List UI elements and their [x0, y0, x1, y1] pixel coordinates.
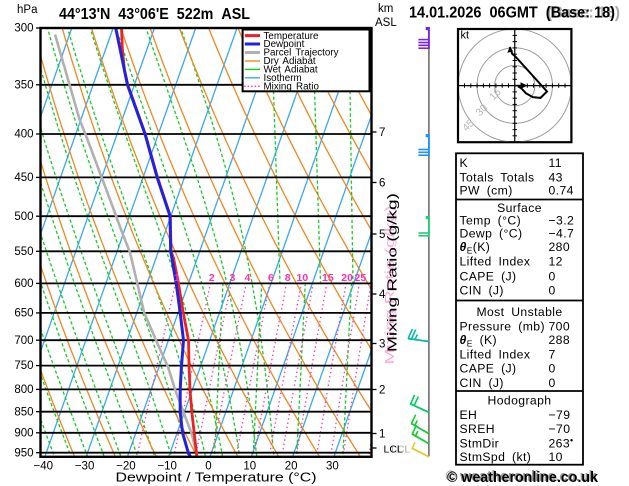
svg-text:−4.7: −4.7: [549, 227, 575, 241]
svg-text:6: 6: [379, 178, 385, 190]
svg-text:© weatheronline.co.uk: © weatheronline.co.uk: [447, 469, 599, 486]
svg-text:0: 0: [549, 284, 556, 298]
svg-text:1: 1: [379, 429, 385, 441]
svg-text:Surface: Surface: [497, 201, 542, 215]
svg-text:600: 600: [14, 278, 33, 290]
svg-text:0: 0: [549, 270, 556, 284]
svg-text:263•: 263•: [549, 436, 574, 451]
svg-text:LCL: LCL: [384, 444, 403, 456]
svg-text:CIN (J): CIN (J): [460, 284, 504, 298]
svg-text:650: 650: [14, 308, 33, 320]
svg-text:Parcel Trajectory: Parcel Trajectory: [264, 48, 339, 59]
svg-text:CAPE (J): CAPE (J): [460, 362, 517, 376]
svg-text:500: 500: [14, 211, 33, 223]
svg-text:20: 20: [285, 460, 298, 472]
svg-text:900: 900: [14, 427, 33, 439]
svg-text:750: 750: [14, 360, 33, 372]
svg-text:Dewp (°C): Dewp (°C): [460, 227, 523, 241]
svg-text:700: 700: [549, 320, 571, 334]
svg-text:30: 30: [326, 460, 339, 472]
svg-text:StmSpd (kt): StmSpd (kt): [460, 450, 532, 464]
svg-text:kt: kt: [461, 30, 470, 42]
svg-text:−79: −79: [549, 408, 571, 422]
svg-text:hPa: hPa: [17, 4, 38, 16]
svg-text:−20: −20: [116, 460, 136, 472]
svg-text:10: 10: [549, 450, 563, 464]
svg-text:K: K: [460, 156, 469, 170]
svg-text:7: 7: [549, 348, 556, 362]
svg-text:10: 10: [243, 460, 256, 472]
svg-text:7: 7: [379, 127, 385, 139]
svg-text:Dry Adiabat: Dry Adiabat: [264, 56, 316, 67]
svg-text:450: 450: [14, 172, 33, 184]
svg-text:0: 0: [549, 362, 556, 376]
svg-text:−70: −70: [549, 422, 571, 436]
svg-text:Lifted Index: Lifted Index: [460, 255, 531, 269]
svg-text:Mixing Ratio: Mixing Ratio: [264, 82, 320, 93]
svg-text:25: 25: [355, 272, 367, 284]
svg-text:LCL: LCL: [391, 444, 410, 456]
svg-text:950: 950: [14, 447, 33, 459]
svg-text:20: 20: [341, 272, 353, 284]
svg-text:Totals Totals: Totals Totals: [460, 171, 535, 185]
svg-text:12: 12: [549, 255, 563, 269]
svg-text:−40: −40: [34, 460, 54, 472]
svg-text:SREH: SREH: [460, 422, 495, 436]
svg-text:10: 10: [297, 272, 309, 284]
svg-text:km: km: [378, 3, 393, 15]
svg-text:CAPE (J): CAPE (J): [460, 270, 517, 284]
svg-text:4: 4: [244, 272, 250, 284]
svg-text:14.01.2026 06GMT (Base: 18): 14.01.2026 06GMT (Base: 18): [409, 5, 615, 22]
svg-text:EH: EH: [460, 408, 478, 422]
svg-text:6: 6: [268, 272, 274, 284]
svg-text:280: 280: [549, 240, 571, 254]
svg-text:(Base: 18): (Base: 18): [547, 5, 620, 22]
svg-text:5: 5: [379, 229, 385, 241]
svg-text:Dewpoint: Dewpoint: [264, 39, 305, 50]
svg-text:CIN (J): CIN (J): [460, 376, 504, 390]
svg-text:Wet Adiabat: Wet Adiabat: [264, 65, 318, 76]
svg-text:350: 350: [14, 79, 33, 91]
svg-text:3: 3: [229, 272, 235, 284]
svg-text:Mixing Ratio (g/kg): Mixing Ratio (g/kg): [385, 193, 400, 352]
svg-text:PW (cm): PW (cm): [460, 184, 513, 198]
svg-text:2: 2: [209, 272, 215, 284]
svg-text:800: 800: [14, 384, 33, 396]
svg-text:3: 3: [379, 339, 385, 351]
svg-text:700: 700: [14, 335, 33, 347]
svg-text:0: 0: [205, 460, 211, 472]
svg-text:Hodograph: Hodograph: [488, 394, 552, 408]
svg-text:850: 850: [14, 406, 33, 418]
svg-text:2: 2: [379, 385, 385, 397]
svg-text:0: 0: [549, 376, 556, 390]
svg-text:43: 43: [549, 171, 563, 185]
svg-text:−10: −10: [157, 460, 177, 472]
svg-text:Isotherm: Isotherm: [264, 73, 302, 84]
svg-text:© weatheronline.co.uk: © weatheronline.co.uk: [446, 468, 598, 485]
svg-text:θE(K): θE(K): [460, 240, 491, 256]
svg-text:−3.2: −3.2: [549, 214, 575, 228]
svg-text:1: 1: [174, 272, 180, 284]
svg-text:0.74: 0.74: [549, 184, 574, 198]
svg-text:θE (K): θE (K): [460, 333, 498, 349]
svg-text:ASL: ASL: [375, 17, 397, 29]
svg-text:300: 300: [14, 23, 33, 35]
svg-text:4: 4: [379, 289, 386, 301]
svg-text:Temp (°C): Temp (°C): [460, 214, 522, 228]
svg-text:StmDir: StmDir: [460, 437, 500, 451]
svg-text:15: 15: [322, 272, 334, 284]
svg-text:550: 550: [14, 246, 33, 258]
svg-text:8: 8: [285, 272, 291, 284]
svg-text:−30: −30: [75, 460, 95, 472]
svg-text:11: 11: [549, 156, 562, 170]
svg-text:Dewpoint / Temperature (°C): Dewpoint / Temperature (°C): [116, 470, 317, 484]
svg-text:44°13'N 43°06'E 522m ASL: 44°13'N 43°06'E 522m ASL: [59, 6, 250, 23]
svg-text:Temperature: Temperature: [264, 31, 320, 42]
svg-text:Pressure (mb): Pressure (mb): [460, 320, 545, 334]
svg-text:Mixing Ratio (g/kg): Mixing Ratio (g/kg): [382, 206, 397, 365]
svg-text:400: 400: [14, 129, 33, 141]
svg-text:288: 288: [549, 333, 571, 347]
svg-text:Most Unstable: Most Unstable: [476, 305, 562, 319]
svg-text:Lifted Index: Lifted Index: [460, 348, 531, 362]
